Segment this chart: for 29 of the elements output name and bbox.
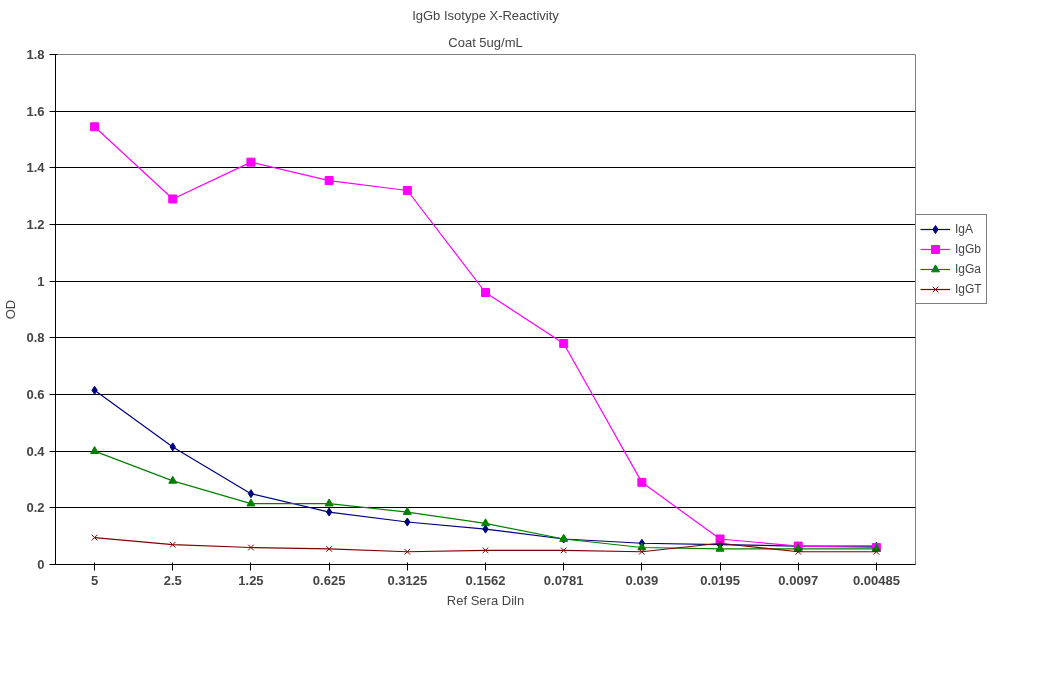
x-tick-label: 0.625 xyxy=(312,572,346,588)
x-axis-title: Ref Sera Diln xyxy=(446,592,525,608)
y-tick-label: 0.4 xyxy=(26,443,46,459)
y-axis-title: OD xyxy=(3,299,19,320)
y-tick-label: 1 xyxy=(37,273,45,289)
y-tick-label: 1.8 xyxy=(26,47,45,62)
x-tick-label: 1.25 xyxy=(238,572,264,588)
y-tick-label: 0.8 xyxy=(26,330,45,346)
x-tick-label: 0.3125 xyxy=(387,572,428,588)
x-tick-label: 0.1562 xyxy=(465,572,506,588)
legend-label: IgGa xyxy=(955,262,982,276)
chart-subtitle: Coat 5ug/mL xyxy=(448,34,523,50)
x-tick-label: 5 xyxy=(90,572,99,588)
y-tick-label: 0 xyxy=(37,557,45,572)
y-tick-label: 1.2 xyxy=(26,217,45,232)
y-tick-label: 1.4 xyxy=(26,160,46,176)
y-tick-label: 0.2 xyxy=(26,500,45,516)
legend-label: IgA xyxy=(955,222,974,236)
x-tick-label: 0.00485 xyxy=(852,572,900,588)
x-tick-label: 0.0097 xyxy=(778,572,819,588)
x-tick-label: 0.0195 xyxy=(700,572,740,588)
y-tick-label: 0.6 xyxy=(26,387,45,402)
legend-label: IgGT xyxy=(955,282,982,296)
chart-title: IgGb Isotype X-Reactivity xyxy=(412,7,560,23)
x-tick-label: 2.5 xyxy=(163,572,182,588)
legend-label: IgGb xyxy=(955,242,982,256)
x-tick-label: 0.0781 xyxy=(543,572,584,588)
y-tick-label: 1.6 xyxy=(26,103,45,119)
x-tick-label: 0.039 xyxy=(625,572,659,588)
